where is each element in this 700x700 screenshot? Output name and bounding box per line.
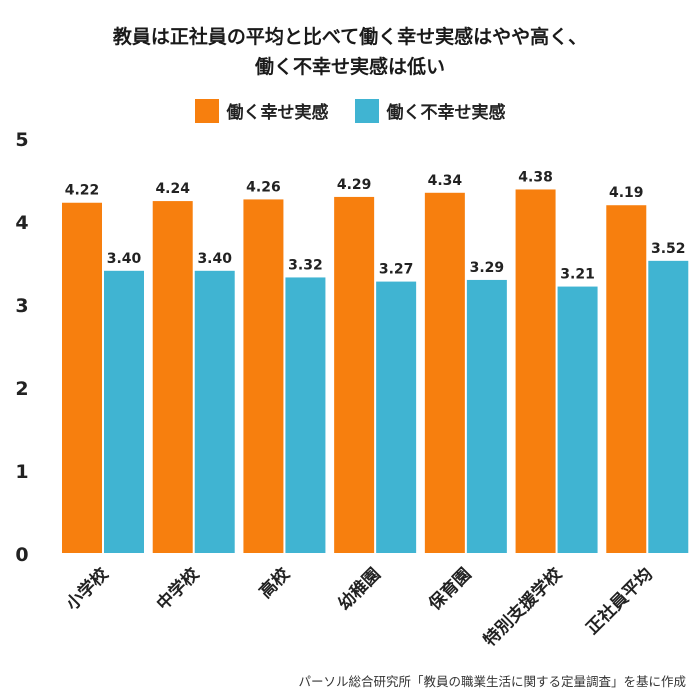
bar-happiness-1: [152, 201, 193, 553]
y-tick-label-3: 3: [15, 295, 28, 317]
bar-unhappiness-4: [466, 279, 507, 553]
y-tick-label-1: 1: [15, 461, 28, 483]
bar-unhappiness-1: [194, 270, 235, 553]
y-tick-label-2: 2: [15, 378, 28, 400]
data-label-unhappiness-4: 3.29: [470, 260, 505, 276]
legend-swatch-happiness: [194, 98, 219, 123]
y-tick-label-5: 5: [15, 129, 28, 151]
data-label-happiness-1: 4.24: [155, 181, 190, 197]
y-tick-label-0: 0: [15, 544, 28, 566]
bar-happiness-4: [424, 192, 465, 553]
chart-title-line1: 教員は正社員の平均と比べて働く幸せ実感はやや高く、: [112, 26, 588, 48]
x-tick-label-4: 保育園: [424, 564, 476, 616]
data-label-unhappiness-0: 3.40: [107, 251, 142, 267]
bar-unhappiness-6: [648, 260, 689, 553]
data-label-happiness-3: 4.29: [337, 177, 372, 193]
data-label-happiness-2: 4.26: [246, 179, 281, 195]
bar-unhappiness-2: [285, 277, 326, 553]
legend-swatch-unhappiness: [354, 98, 379, 123]
x-tick-label-2: 高校: [255, 563, 295, 603]
legend: 働く幸せ実感 働く不幸せ実感: [0, 98, 700, 123]
chart-title-line2: 働く不幸せ実感は低い: [254, 56, 445, 78]
x-tick-label-1: 中学校: [152, 563, 204, 615]
bar-unhappiness-5: [557, 286, 598, 553]
source-note: パーソル総合研究所「教員の職業生活に関する定量調査」を基に作成: [298, 674, 686, 689]
bar-happiness-3: [334, 196, 375, 553]
legend-label-unhappiness: 働く不幸せ実感: [386, 103, 506, 123]
data-label-happiness-4: 4.34: [428, 173, 463, 189]
data-label-happiness-6: 4.19: [609, 185, 644, 201]
data-label-happiness-0: 4.22: [65, 183, 100, 199]
y-tick-label-4: 4: [15, 212, 28, 234]
bar-unhappiness-3: [376, 281, 417, 553]
x-tick-label-3: 幼稚園: [334, 564, 385, 615]
bar-happiness-0: [62, 202, 102, 554]
data-label-unhappiness-1: 3.40: [197, 251, 232, 267]
x-tick-label-0: 小学校: [62, 563, 114, 615]
bar-unhappiness-0: [104, 270, 144, 553]
data-label-unhappiness-3: 3.27: [379, 262, 414, 278]
bar-happiness-5: [515, 189, 556, 553]
bar-happiness-2: [243, 199, 284, 554]
x-tick-label-5: 特別支援学校: [479, 563, 567, 651]
data-label-unhappiness-5: 3.21: [560, 267, 595, 283]
legend-item-happiness: 働く幸せ実感: [194, 98, 329, 123]
legend-label-happiness: 働く幸せ実感: [226, 103, 329, 123]
data-label-unhappiness-6: 3.52: [651, 241, 686, 257]
data-label-happiness-5: 4.38: [518, 169, 553, 185]
bar-happiness-6: [606, 205, 647, 554]
data-label-unhappiness-2: 3.32: [288, 257, 323, 273]
x-tick-label-6: 正社員平均: [582, 564, 657, 639]
legend-item-unhappiness: 働く不幸せ実感: [354, 98, 506, 123]
